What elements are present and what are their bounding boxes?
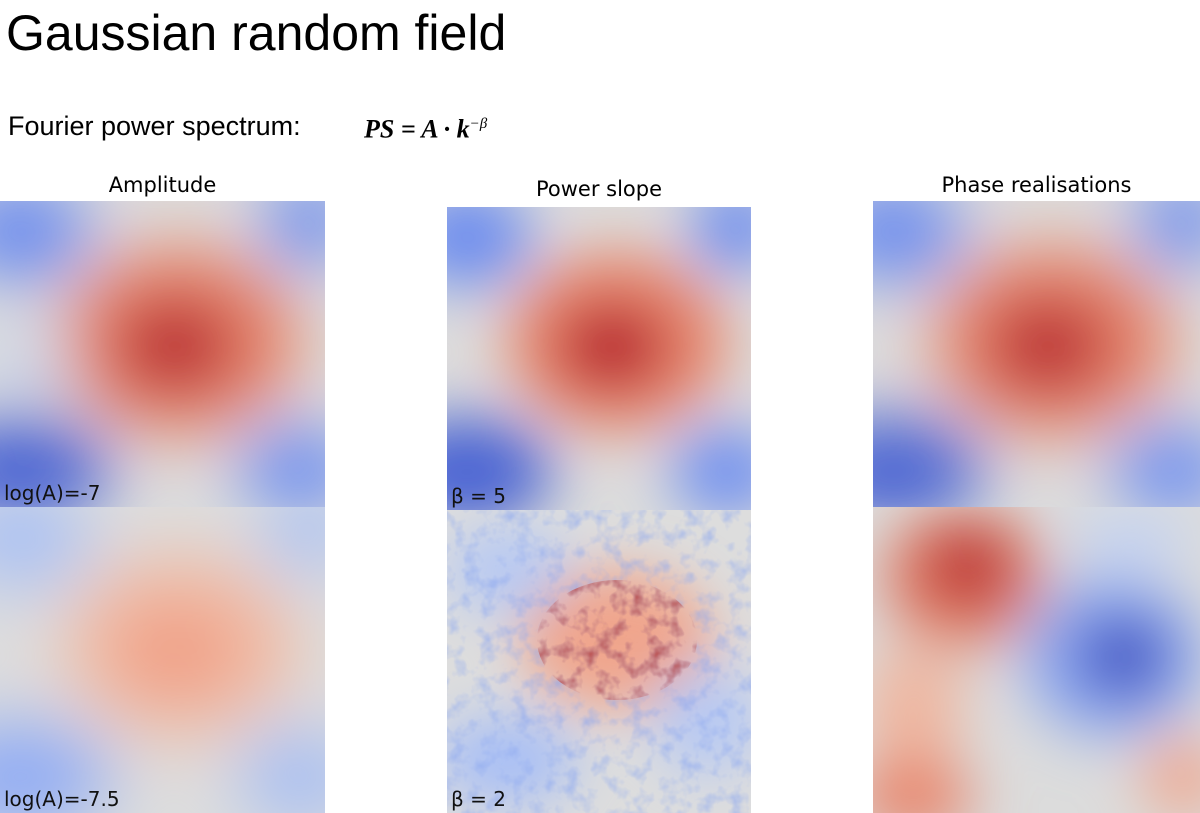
amplitude-panel-bottom: log(A)=-7.5 bbox=[0, 507, 325, 813]
column-heading-power-slope: Power slope bbox=[535, 177, 663, 201]
amplitude-label-bottom: log(A)=-7.5 bbox=[4, 787, 120, 811]
amplitude-panel-top: log(A)=-7 bbox=[0, 201, 325, 507]
phase-panel-bottom bbox=[873, 507, 1200, 813]
power-slope-panel-bottom: β = 2 bbox=[447, 510, 751, 813]
power-slope-label-top: β = 5 bbox=[451, 484, 506, 508]
amplitude-label-top: log(A)=-7 bbox=[4, 481, 101, 505]
phase-panel-top bbox=[873, 201, 1200, 507]
column-heading-amplitude: Amplitude bbox=[108, 173, 217, 197]
power-slope-label-bottom: β = 2 bbox=[451, 787, 506, 811]
page-title: Gaussian random field bbox=[6, 5, 507, 61]
power-slope-panel-top: β = 5 bbox=[447, 207, 751, 510]
column-heading-phase-realisations: Phase realisations bbox=[941, 173, 1132, 197]
subtitle: Fourier power spectrum: bbox=[8, 111, 301, 141]
power-spectrum-formula: PS = A · k−β bbox=[364, 114, 488, 144]
